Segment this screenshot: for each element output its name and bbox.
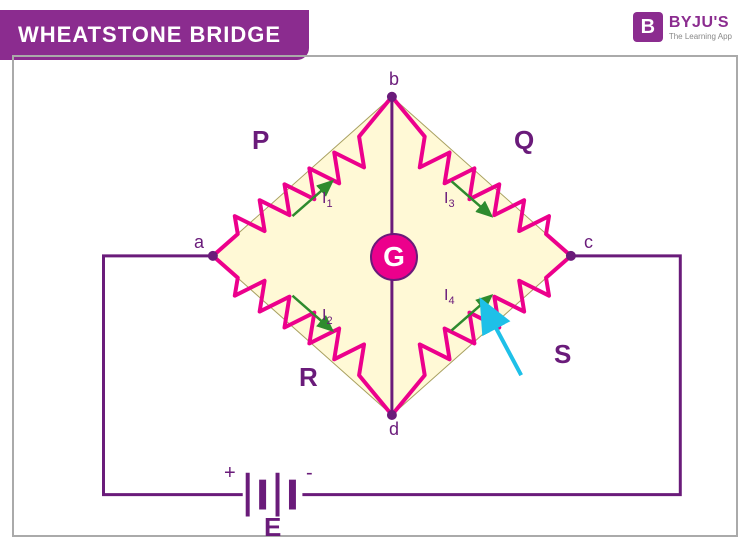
battery-plus: + [224, 462, 236, 485]
resistor-label-r: R [299, 362, 318, 393]
node-label-a: a [194, 232, 204, 253]
node-a-dot [208, 251, 218, 261]
node-label-c: c [584, 232, 593, 253]
logo: B BYJU'S The Learning App [633, 12, 732, 42]
resistor-label-p: P [252, 125, 269, 156]
title-banner: WHEATSTONE BRIDGE [0, 10, 309, 60]
battery-label: E [264, 512, 281, 543]
node-label-b: b [389, 69, 399, 90]
logo-mark: B [633, 12, 663, 42]
current-i4: I4 [444, 287, 455, 307]
circuit-diagram [14, 57, 736, 536]
current-i3: I3 [444, 190, 455, 210]
current-i2: I2 [322, 307, 333, 327]
wire-left [104, 256, 243, 495]
resistor-label-q: Q [514, 125, 534, 156]
logo-brand: BYJU'S [669, 14, 732, 32]
battery-icon [248, 473, 293, 517]
node-label-d: d [389, 419, 399, 440]
diagram-frame: a b c d P Q R S G I1 I2 I3 I4 + - E [12, 55, 738, 537]
current-i1: I1 [322, 190, 333, 210]
node-b-dot [387, 92, 397, 102]
battery-minus: - [306, 462, 313, 485]
resistor-label-s: S [554, 339, 571, 370]
logo-tagline: The Learning App [669, 32, 732, 41]
galvanometer: G [370, 233, 418, 281]
node-c-dot [566, 251, 576, 261]
